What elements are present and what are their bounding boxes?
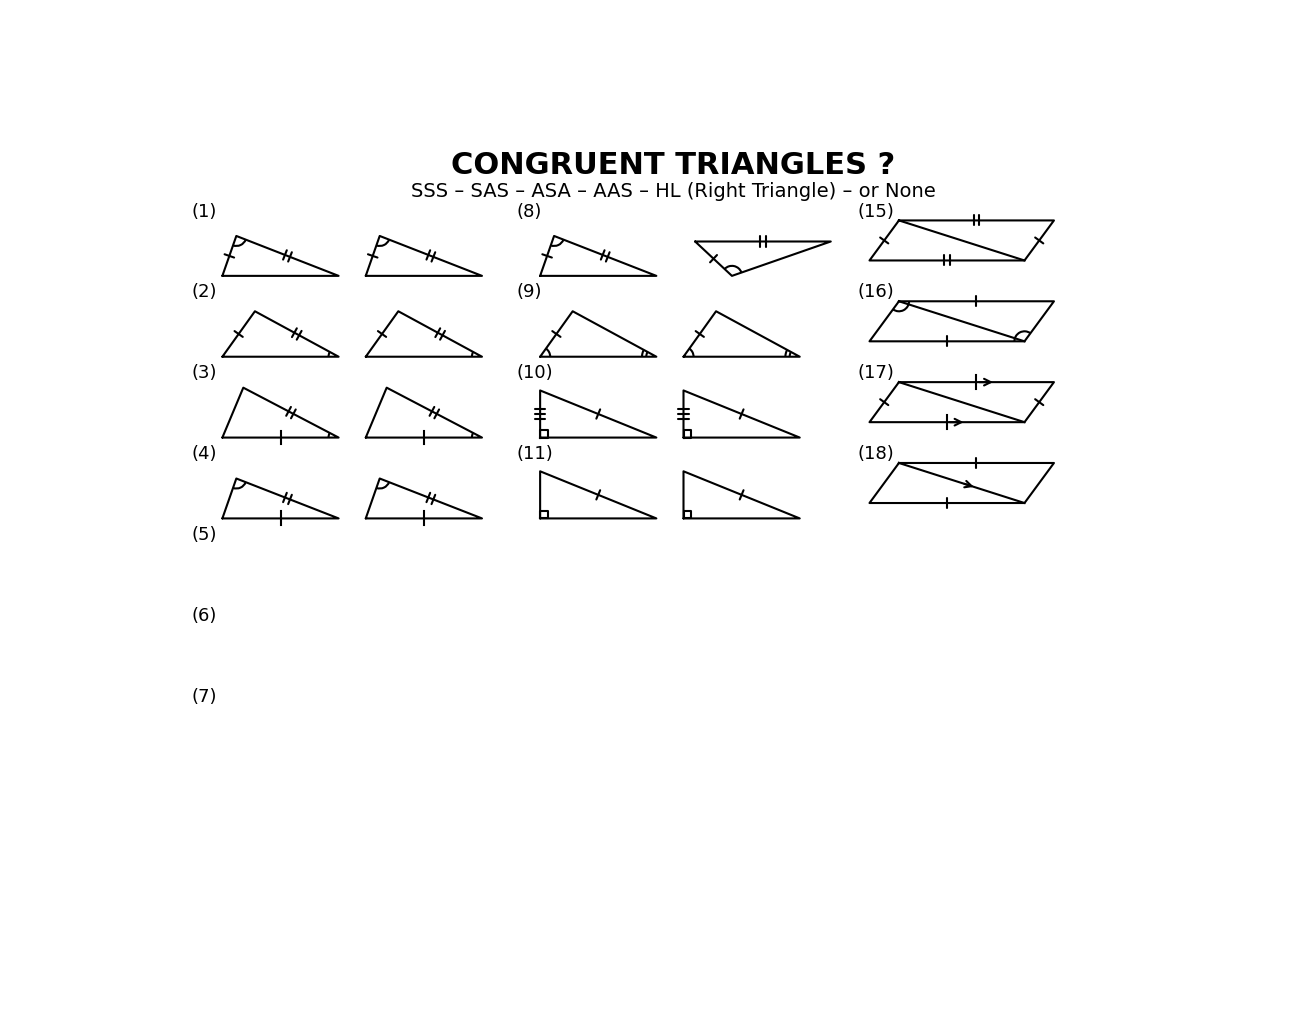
Text: (8): (8) (516, 202, 543, 221)
Text: SSS – SAS – ASA – AAS – HL (Right Triangle) – or None: SSS – SAS – ASA – AAS – HL (Right Triang… (411, 182, 936, 201)
Text: (2): (2) (192, 283, 217, 301)
Text: (6): (6) (192, 607, 217, 624)
Text: (10): (10) (516, 364, 553, 382)
Text: (3): (3) (192, 364, 217, 382)
Text: (11): (11) (516, 446, 553, 463)
Text: (5): (5) (192, 526, 217, 544)
Text: (15): (15) (858, 202, 895, 221)
Text: CONGRUENT TRIANGLES ?: CONGRUENT TRIANGLES ? (451, 151, 896, 180)
Text: (7): (7) (192, 688, 217, 705)
Text: (16): (16) (858, 283, 895, 301)
Text: (18): (18) (858, 446, 895, 463)
Text: (9): (9) (516, 283, 543, 301)
Text: (17): (17) (858, 364, 895, 382)
Text: (4): (4) (192, 446, 217, 463)
Text: (1): (1) (192, 202, 217, 221)
